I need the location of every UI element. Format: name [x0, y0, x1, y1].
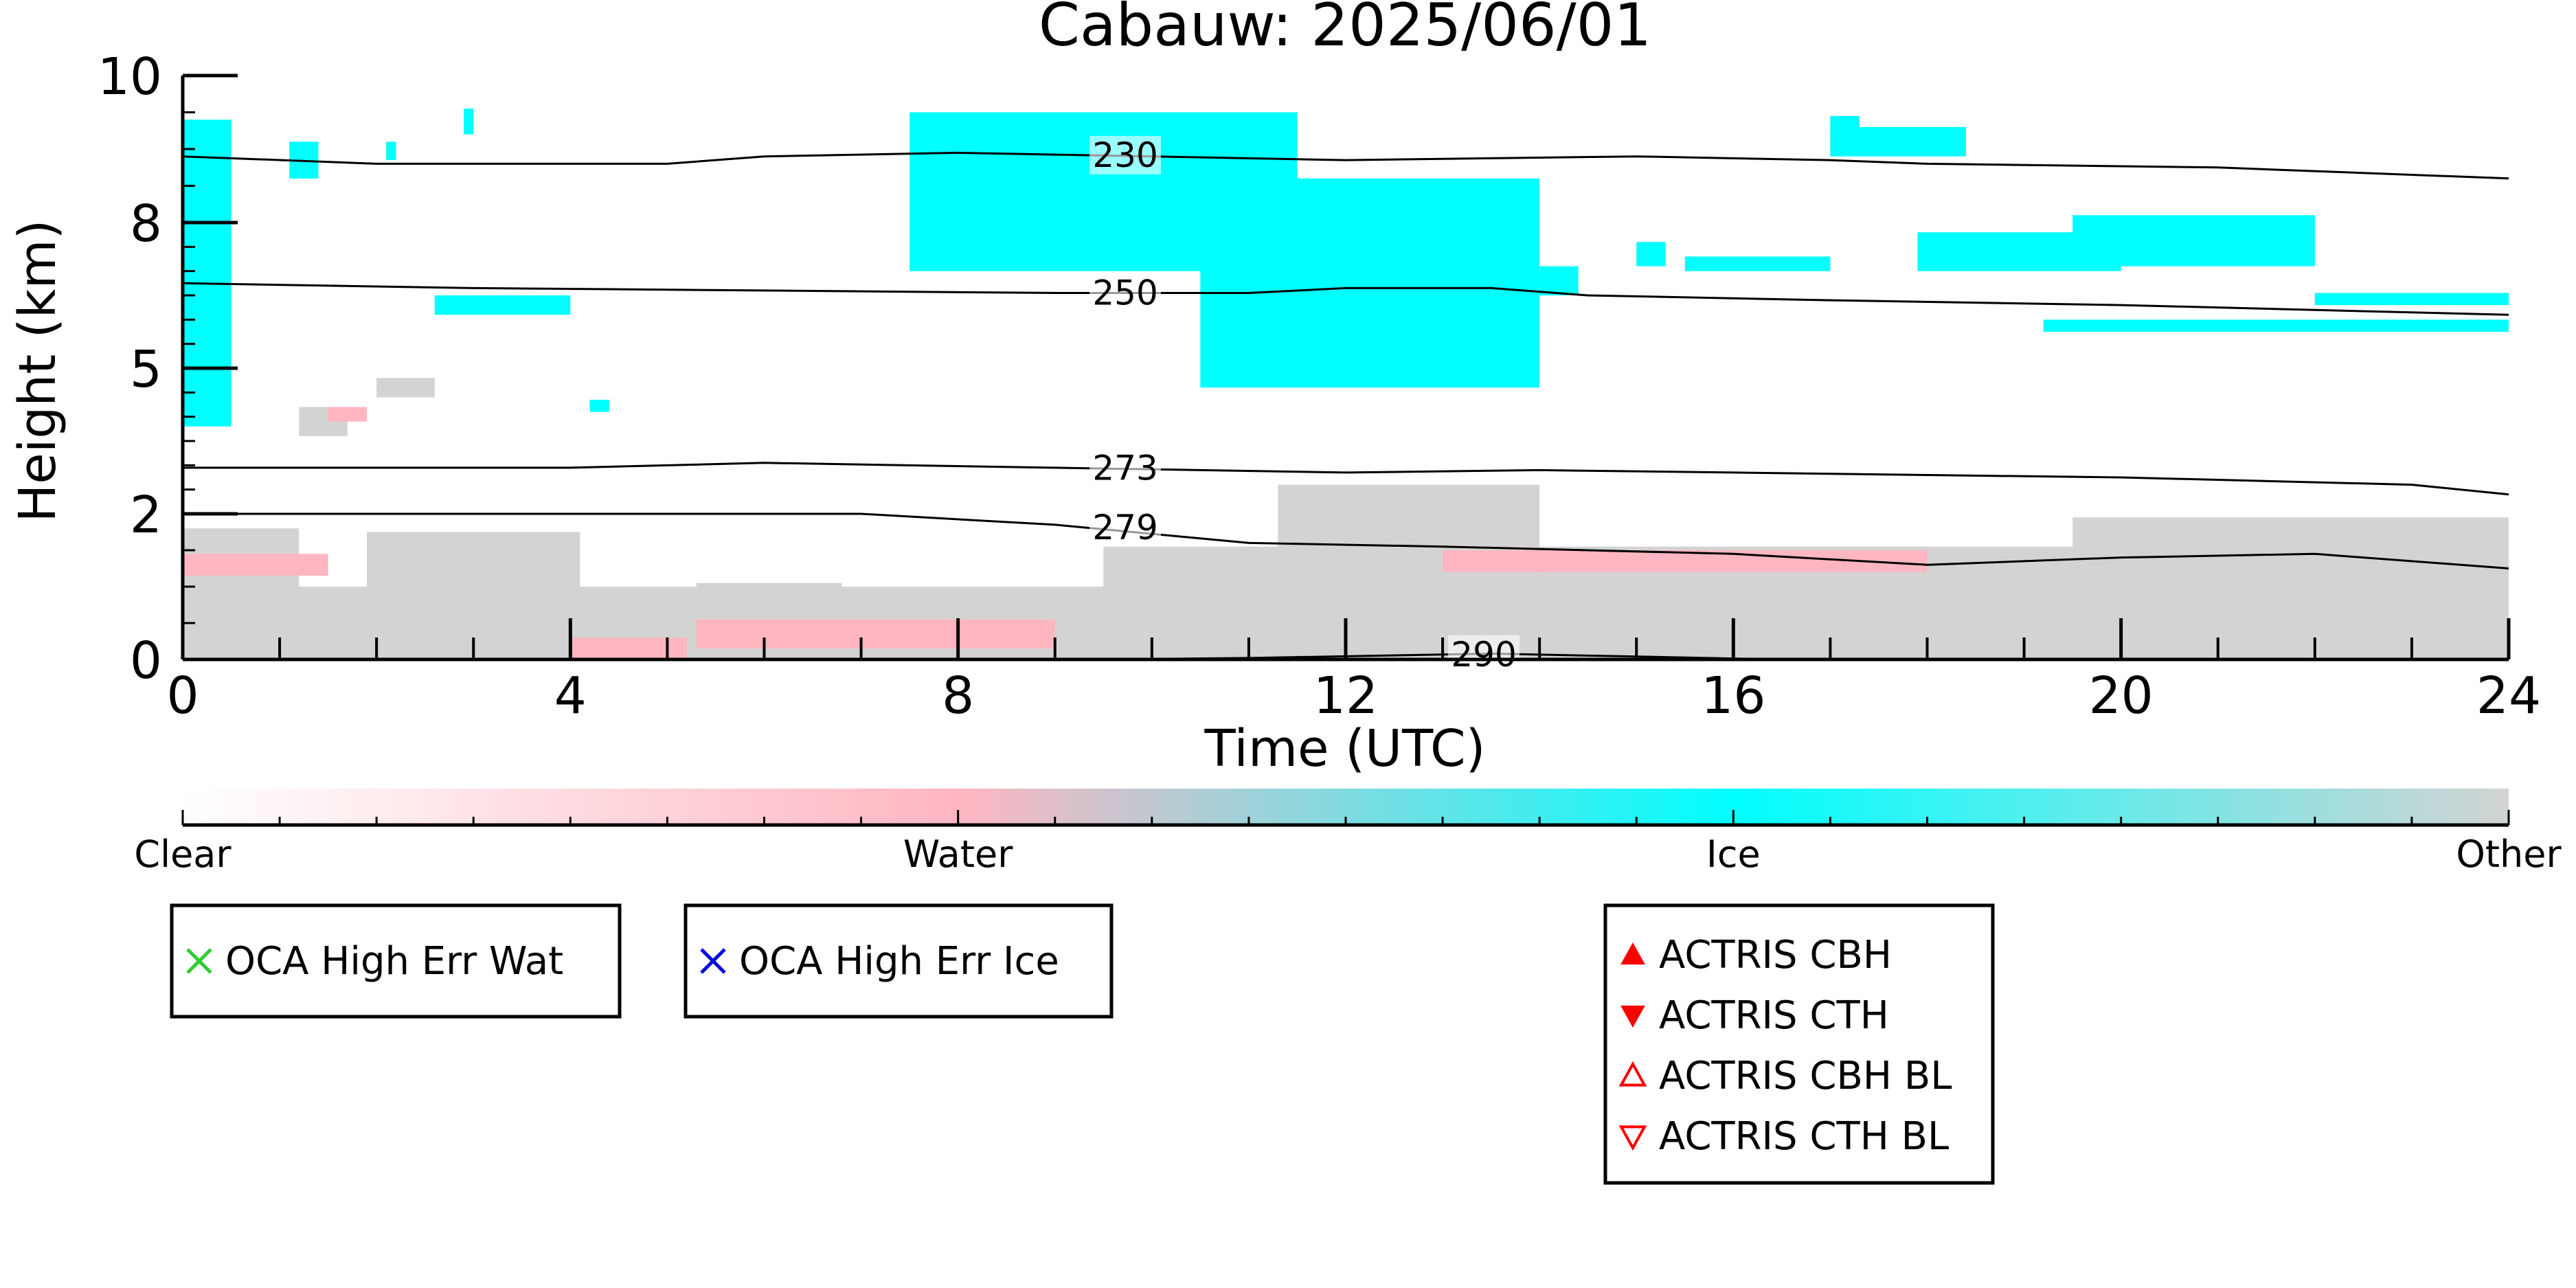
x-tick-label: 0 [166, 666, 199, 725]
contour-label-250: 250 [1092, 273, 1157, 313]
y-tick-label: 8 [130, 194, 162, 253]
legend-box-3: ACTRIS CBH ACTRIS CTH ACTRIS CBH BL ACTRIS … [1603, 903, 1995, 1185]
x-tick-label: 4 [554, 666, 587, 725]
legend-frame [170, 903, 622, 1019]
legend-label: ACTRIS CTH BL [1659, 1114, 1949, 1159]
region-water [183, 554, 328, 576]
y-tick-label: 5 [130, 340, 162, 399]
legend-box-2: OCA High Err Ice [683, 903, 1114, 1019]
colorbar: Clear Water Ice Other [134, 789, 2562, 876]
chart-title: Cabauw: 2025/06/01 [1039, 0, 1651, 60]
colorbar-ticks [181, 810, 2510, 825]
y-tick-label: 10 [98, 47, 162, 106]
legends: OCA High Err Wat OCA High Err Ice ACTRIS C… [170, 903, 1995, 1185]
region-ice [2043, 319, 2509, 332]
y-tick-label: 0 [130, 631, 162, 690]
x-marker-icon [700, 948, 726, 974]
legend-frame [1603, 903, 1995, 1185]
contour-label-290: 290 [1451, 635, 1516, 675]
contour-250 [182, 282, 2509, 316]
region-water [570, 637, 687, 659]
contour-label-bg-273 [1089, 449, 1162, 488]
colorbar-labels: Clear Water Ice Other [134, 833, 2562, 876]
contour-230 [182, 151, 2509, 180]
y-tick-label: 2 [130, 486, 162, 545]
region-ice [1684, 256, 1831, 271]
x-axis-label: Time (UTC) [1204, 719, 1485, 778]
legend-label: ACTRIS CBH BL [1659, 1054, 1952, 1098]
legend-box-1: OCA High Err Wat [170, 903, 622, 1019]
region-ice [183, 120, 231, 427]
region-water [696, 619, 1055, 649]
legend-label: ACTRIS CTH [1659, 993, 1889, 1038]
contour-label-bg-290 [1448, 635, 1520, 674]
x-tick-label: 8 [942, 666, 974, 725]
contour-label-bg-279 [1089, 508, 1162, 547]
region-ice [386, 142, 396, 161]
x-tick-label: 12 [1313, 666, 1378, 725]
contour-label-273: 273 [1092, 449, 1157, 488]
temperature-contours: 230 250 273 279 290 [182, 135, 2509, 675]
legend-label: OCA High Err Ice [739, 939, 1059, 984]
y-ticks: 0 2 5 8 10 [98, 47, 238, 690]
region-ice [464, 109, 474, 135]
x-tick-label: 20 [2089, 666, 2154, 725]
classification-field [183, 109, 2509, 659]
x-tick-label: 16 [1701, 666, 1765, 725]
x-marker-icon [186, 948, 212, 974]
region-ice [1539, 266, 1579, 295]
region-ice [2314, 293, 2509, 306]
region-other [376, 378, 435, 398]
region-other [183, 528, 300, 659]
triangle-up-icon [1620, 942, 1645, 965]
contour-label-bg-250 [1089, 273, 1162, 313]
region-ice [1200, 178, 1540, 388]
legend-frame [683, 903, 1114, 1019]
y-axis-label: Height (km) [8, 220, 67, 523]
region-ice [1830, 126, 1966, 157]
contour-273 [183, 462, 2509, 496]
region-water [328, 407, 368, 422]
region-ice [589, 399, 609, 412]
legend-label: ACTRIS CBH [1659, 933, 1892, 978]
triangle-up-icon [1618, 1061, 1647, 1087]
triangle-down-icon [1618, 1125, 1647, 1151]
region-other [2072, 517, 2509, 587]
colorbar-label-water: Water [903, 833, 1013, 876]
contour-279 [183, 512, 2509, 569]
region-ice [2072, 215, 2315, 267]
colorbar-label-clear: Clear [134, 833, 231, 876]
contour-label-230: 230 [1092, 135, 1157, 175]
x-ticks: 0 4 8 12 16 20 24 [166, 618, 2541, 725]
region-ice [1636, 242, 1666, 267]
x-tick-label: 24 [2476, 666, 2541, 725]
region-ice [434, 295, 571, 315]
colorbar-label-ice: Ice [1706, 833, 1761, 876]
colorbar-label-other: Other [2456, 833, 2562, 876]
legend-label: OCA High Err Wat [225, 939, 563, 984]
contour-label-279: 279 [1092, 508, 1157, 547]
contour-label-bg-230 [1089, 135, 1162, 174]
triangle-down-icon [1620, 1005, 1645, 1028]
